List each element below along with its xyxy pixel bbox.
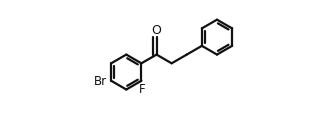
Text: F: F [139,83,146,96]
Text: O: O [151,24,161,37]
Text: Br: Br [94,75,108,88]
